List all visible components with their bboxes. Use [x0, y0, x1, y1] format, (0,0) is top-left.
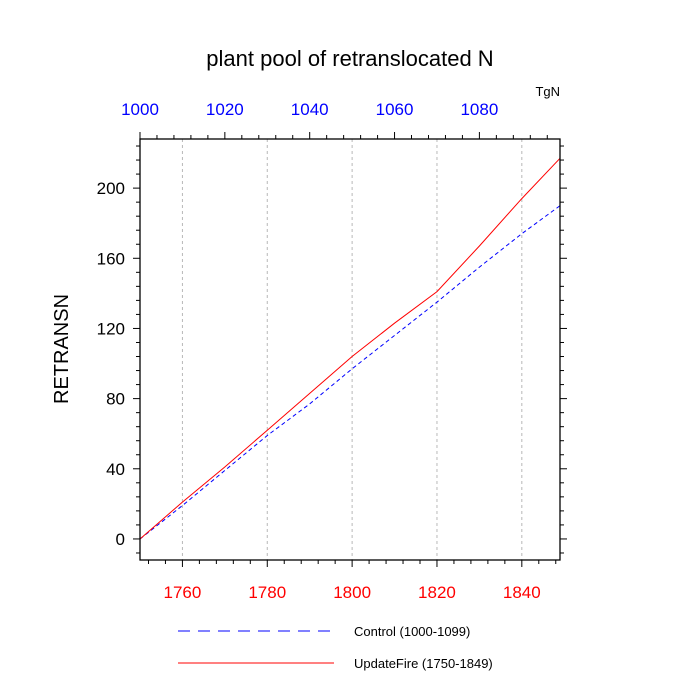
y-axis-label: RETRANSN	[51, 294, 73, 404]
y-tick-label: 80	[106, 390, 125, 409]
legend-label-0: Control (1000-1099)	[354, 624, 470, 639]
y-tick-label: 40	[106, 460, 125, 479]
units-label: TgN	[535, 84, 560, 99]
y-tick-label: 120	[97, 319, 125, 338]
x-bottom-tick-label: 1780	[248, 583, 286, 602]
axes: 0 40 80 120 160 200 1760 1780 1800 1820 1840 1000 10…	[97, 100, 567, 602]
y-tick-label: 0	[116, 530, 125, 549]
x-top-tick-label: 1020	[206, 100, 244, 119]
x-bottom-tick-label: 1800	[333, 583, 371, 602]
series-line-0	[139, 205, 561, 540]
vertical-grid	[181, 139, 523, 560]
legend: Control (1000-1099) UpdateFire (1750-1849…	[178, 624, 493, 671]
x-top-tick-label: 1000	[121, 100, 159, 119]
series-line-1	[139, 157, 561, 540]
x-bottom-tick-label: 1840	[503, 583, 541, 602]
y-tick-label: 160	[97, 249, 125, 268]
chart-title: plant pool of retranslocated N	[206, 46, 493, 71]
y-tick-label: 200	[97, 179, 125, 198]
x-top-tick-label: 1060	[376, 100, 414, 119]
x-top-tick-label: 1040	[291, 100, 329, 119]
x-bottom-tick-label: 1820	[418, 583, 456, 602]
plot-frame	[139, 138, 561, 561]
legend-label-1: UpdateFire (1750-1849)	[354, 656, 493, 671]
x-bottom-tick-label: 1760	[164, 583, 202, 602]
x-top-tick-label: 1080	[460, 100, 498, 119]
series-lines	[139, 157, 561, 540]
